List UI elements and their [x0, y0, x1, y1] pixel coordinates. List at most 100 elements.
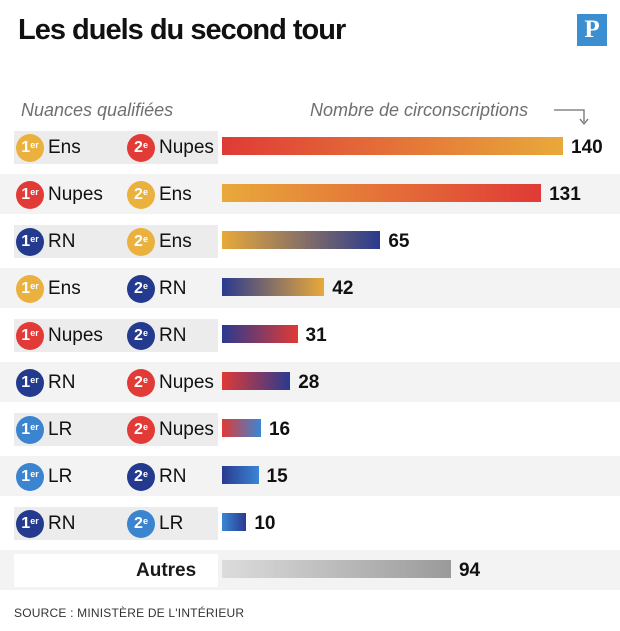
bar	[222, 325, 298, 343]
second-party-label: Ens	[159, 184, 192, 205]
ordinal-suffix: e	[142, 281, 148, 291]
ordinal-suffix: e	[142, 422, 148, 432]
bar-value-label: 28	[298, 372, 320, 393]
second-place-badge: 2e	[127, 416, 155, 444]
first-party-label: Nupes	[48, 184, 103, 205]
first-party-label: Nupes	[48, 325, 103, 346]
ordinal-number: 1	[21, 233, 31, 250]
second-place-badge: 2e	[127, 275, 155, 303]
bar	[222, 513, 247, 531]
first-party-label: RN	[48, 372, 76, 393]
first-party-label: Ens	[48, 278, 81, 299]
second-party-label: RN	[159, 466, 187, 487]
publisher-logo: P	[577, 14, 607, 46]
bar-value-label: 16	[268, 419, 291, 440]
chart-row: 1er RN 2e Ens 65	[0, 221, 620, 261]
source-note: SOURCE : MINISTÈRE DE L'INTÉRIEUR	[14, 606, 245, 620]
chart-row: 1er RN 2e LR 10	[0, 503, 620, 543]
ordinal-number: 2	[134, 186, 143, 203]
second-party-label: Nupes	[159, 137, 214, 158]
row-label-background	[14, 554, 218, 587]
ordinal-suffix: e	[142, 328, 148, 338]
bar	[222, 184, 542, 202]
ordinal-suffix: e	[142, 187, 148, 197]
second-party-label: Ens	[159, 231, 192, 252]
chart-row: 1er Ens 2e Nupes 140	[0, 127, 620, 167]
second-party-label: Nupes	[159, 419, 214, 440]
ordinal-number: 1	[21, 280, 31, 297]
first-place-badge: 1er	[16, 134, 44, 162]
row-label-background	[14, 507, 218, 540]
chart-row: Autres 94	[0, 550, 620, 590]
ordinal-number: 1	[21, 374, 31, 391]
chart-row: 1er LR 2e RN 15	[0, 456, 620, 496]
bar-value-label: 65	[388, 231, 410, 252]
header-qualified-parties: Nuances qualifiées	[21, 100, 174, 120]
first-party-label: LR	[48, 419, 73, 440]
ordinal-number: 2	[134, 139, 143, 156]
first-party-label: Ens	[48, 137, 81, 158]
bar	[222, 466, 259, 484]
second-party-label: RN	[159, 278, 187, 299]
chart-title: Les duels du second tour	[18, 14, 346, 46]
bar-value-label: 42	[332, 278, 354, 299]
ordinal-suffix: er	[30, 516, 39, 526]
second-place-badge: 2e	[127, 228, 155, 256]
row-label-background	[14, 178, 218, 211]
first-place-badge: 1er	[16, 416, 44, 444]
ordinal-number: 1	[21, 515, 31, 532]
ordinal-suffix: er	[30, 469, 39, 479]
ordinal-suffix: e	[142, 140, 148, 150]
bar-value-label: 10	[254, 513, 276, 534]
bar-value-label: 140	[571, 137, 603, 158]
second-place-badge: 2e	[127, 134, 155, 162]
row-label-background	[14, 131, 218, 164]
first-place-badge: 1er	[16, 369, 44, 397]
first-place-badge: 1er	[16, 228, 44, 256]
second-party-label: RN	[159, 325, 187, 346]
header-constituencies-count: Nombre de circonscriptions	[310, 100, 529, 120]
first-place-badge: 1er	[16, 181, 44, 209]
row-label-autres: Autres	[136, 560, 197, 581]
ordinal-suffix: e	[142, 516, 148, 526]
ordinal-number: 2	[134, 421, 143, 438]
ordinal-number: 2	[134, 515, 143, 532]
first-party-label: RN	[48, 513, 76, 534]
ordinal-number: 2	[134, 327, 143, 344]
ordinal-suffix: er	[30, 140, 39, 150]
row-label-background	[14, 366, 218, 399]
ordinal-suffix: er	[30, 187, 39, 197]
bar	[222, 231, 381, 249]
second-place-badge: 2e	[127, 322, 155, 350]
second-place-badge: 2e	[127, 463, 155, 491]
ordinal-suffix: er	[30, 422, 39, 432]
chart-row: 1er LR 2e Nupes 16	[0, 409, 620, 449]
row-label-background	[14, 460, 218, 493]
chart-row: 1er Nupes 2e RN 31	[0, 315, 620, 355]
ordinal-number: 1	[21, 139, 31, 156]
ordinal-number: 1	[21, 468, 31, 485]
ordinal-number: 2	[134, 233, 143, 250]
second-party-label: Nupes	[159, 372, 214, 393]
first-party-label: LR	[48, 466, 73, 487]
first-party-label: RN	[48, 231, 76, 252]
chart-row: 1er Nupes 2e Ens 131	[0, 174, 620, 214]
ordinal-suffix: er	[30, 375, 39, 385]
bar	[222, 419, 261, 437]
ordinal-number: 2	[134, 280, 143, 297]
first-place-badge: 1er	[16, 463, 44, 491]
row-label-background	[14, 272, 218, 305]
bar	[222, 560, 451, 578]
row-label-background	[14, 319, 218, 352]
bar-value-label: 31	[305, 325, 327, 346]
chart-row: 1er Ens 2e RN 42	[0, 268, 620, 308]
ordinal-number: 1	[21, 327, 31, 344]
bar-value-label: 131	[549, 184, 581, 205]
first-place-badge: 1er	[16, 510, 44, 538]
ordinal-number: 2	[134, 374, 143, 391]
first-place-badge: 1er	[16, 275, 44, 303]
second-place-badge: 2e	[127, 369, 155, 397]
bar	[222, 278, 325, 296]
bar	[222, 137, 563, 155]
